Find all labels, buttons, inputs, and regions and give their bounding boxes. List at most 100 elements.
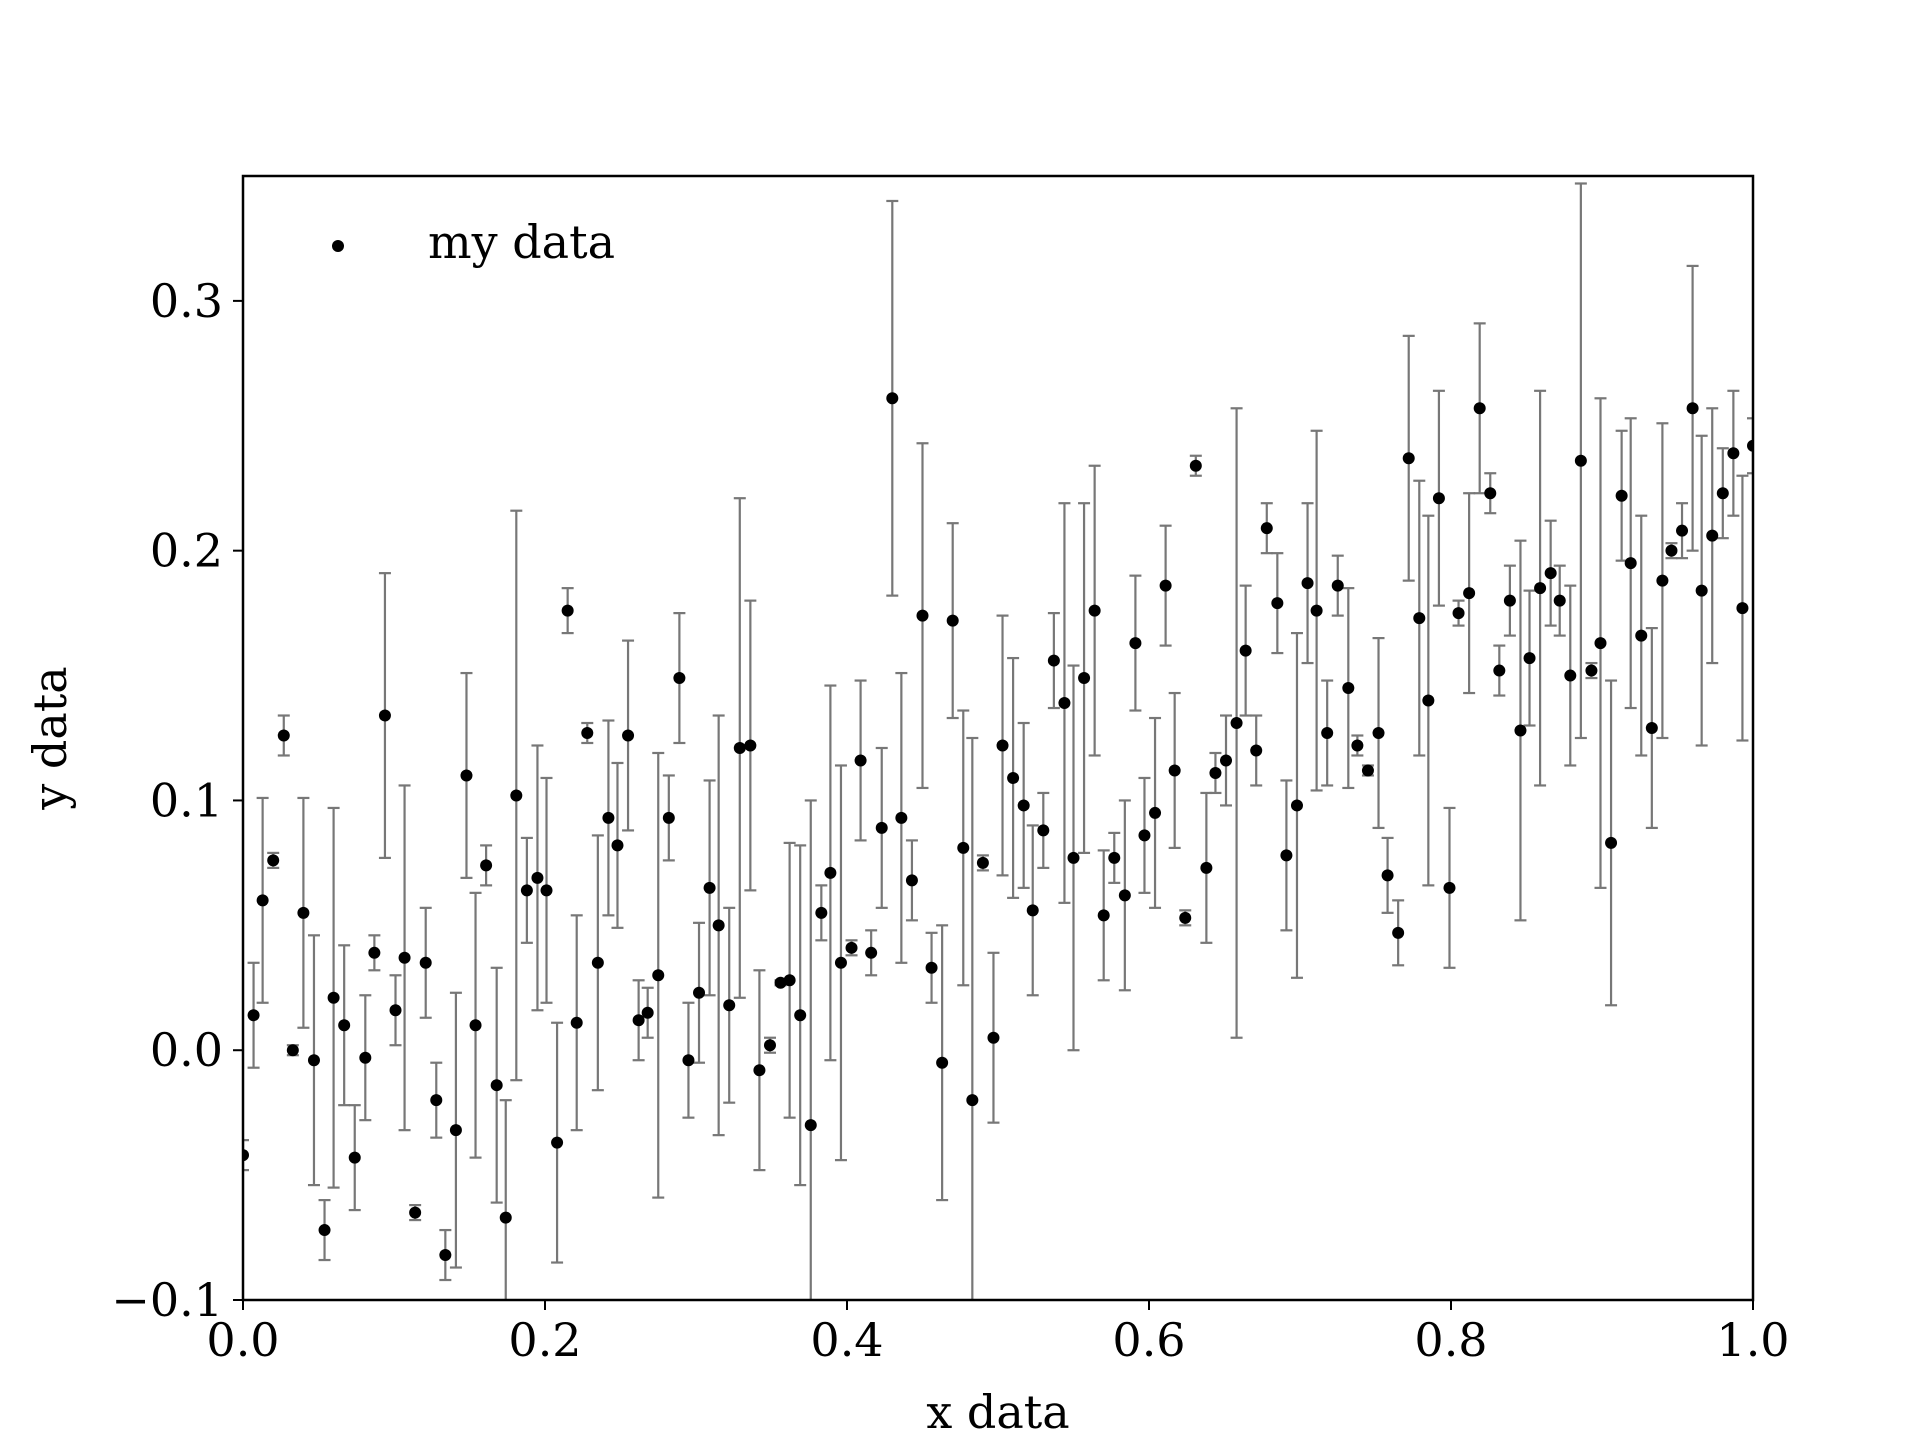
data-point bbox=[925, 961, 938, 974]
data-point bbox=[1321, 727, 1334, 740]
data-point bbox=[1301, 577, 1314, 590]
data-point bbox=[247, 1009, 260, 1022]
data-point bbox=[1484, 487, 1497, 500]
data-point bbox=[815, 906, 828, 919]
data-point bbox=[419, 956, 432, 969]
data-point bbox=[1665, 544, 1678, 557]
x-axis-ticks: 0.0 0.2 0.4 0.6 0.8 1.0 bbox=[206, 1300, 1790, 1367]
data-point bbox=[641, 1006, 654, 1019]
data-point bbox=[1695, 584, 1708, 597]
y-axis-ticks: −0.1 0.0 0.1 0.2 0.3 bbox=[111, 274, 243, 1327]
data-point bbox=[1361, 764, 1374, 777]
y-tick-label: 0.1 bbox=[150, 773, 223, 827]
data-point bbox=[774, 976, 787, 989]
data-point bbox=[1220, 754, 1233, 767]
data-point bbox=[1168, 764, 1181, 777]
data-point bbox=[480, 859, 493, 872]
data-point bbox=[957, 841, 970, 854]
data-point bbox=[1686, 402, 1699, 415]
data-point bbox=[1413, 612, 1426, 625]
data-point bbox=[703, 881, 716, 894]
data-point bbox=[1271, 597, 1284, 610]
data-point bbox=[693, 986, 706, 999]
data-point bbox=[1392, 926, 1405, 939]
data-point bbox=[1534, 582, 1547, 595]
data-point bbox=[1118, 889, 1131, 902]
data-point bbox=[327, 991, 340, 1004]
data-point bbox=[946, 614, 959, 627]
data-point bbox=[307, 1054, 320, 1067]
data-point bbox=[1594, 637, 1607, 650]
data-point bbox=[753, 1064, 766, 1077]
data-point bbox=[1615, 489, 1628, 502]
data-point bbox=[875, 821, 888, 834]
data-point bbox=[1290, 799, 1303, 812]
data-point bbox=[551, 1136, 564, 1149]
data-point bbox=[1432, 492, 1445, 505]
data-point bbox=[581, 727, 594, 740]
data-point bbox=[1503, 594, 1516, 607]
data-point bbox=[1239, 644, 1252, 657]
y-tick-label: 0.2 bbox=[150, 524, 223, 578]
data-point bbox=[723, 999, 736, 1012]
data-point bbox=[1331, 579, 1344, 592]
data-point bbox=[1473, 402, 1486, 415]
data-point bbox=[1656, 574, 1669, 587]
data-point bbox=[1493, 664, 1506, 677]
data-point bbox=[1553, 594, 1566, 607]
data-point bbox=[824, 866, 837, 879]
data-point bbox=[499, 1211, 512, 1224]
data-point bbox=[267, 854, 280, 867]
data-point bbox=[1058, 697, 1071, 710]
data-point bbox=[439, 1249, 452, 1262]
data-point bbox=[1189, 459, 1202, 472]
data-point bbox=[1310, 604, 1323, 617]
data-point bbox=[1635, 629, 1648, 642]
data-point bbox=[1523, 652, 1536, 665]
data-point bbox=[632, 1014, 645, 1027]
errorbar bbox=[1747, 417, 1753, 475]
data-point bbox=[966, 1094, 979, 1107]
data-point bbox=[368, 946, 381, 959]
x-tick-label: 0.8 bbox=[1414, 1313, 1487, 1367]
data-point bbox=[611, 839, 624, 852]
x-axis-label: x data bbox=[926, 1385, 1069, 1439]
data-point bbox=[1250, 744, 1263, 757]
data-point bbox=[1727, 447, 1740, 460]
data-point bbox=[1037, 824, 1050, 837]
data-point bbox=[243, 1149, 249, 1162]
data-point bbox=[602, 811, 615, 824]
data-point bbox=[1381, 869, 1394, 882]
data-point bbox=[804, 1119, 817, 1132]
data-point bbox=[1372, 727, 1385, 740]
errorbar bbox=[243, 1139, 249, 1172]
data-point bbox=[1280, 849, 1293, 862]
data-point bbox=[976, 856, 989, 869]
data-point bbox=[591, 956, 604, 969]
data-point bbox=[733, 741, 746, 754]
data-point bbox=[1047, 654, 1060, 667]
data-point bbox=[398, 951, 411, 964]
x-tick-label: 0.0 bbox=[206, 1313, 279, 1367]
data-point bbox=[783, 974, 796, 987]
data-point bbox=[286, 1044, 299, 1057]
data-point bbox=[449, 1124, 462, 1137]
data-point bbox=[359, 1051, 372, 1064]
data-point bbox=[1452, 607, 1465, 620]
data-point bbox=[510, 789, 523, 802]
data-point bbox=[1230, 717, 1243, 730]
y-tick-label: 0.3 bbox=[150, 274, 223, 328]
y-tick-label: −0.1 bbox=[111, 1273, 223, 1327]
data-point bbox=[1544, 567, 1557, 580]
marker-layer bbox=[243, 392, 1753, 1262]
data-point bbox=[996, 739, 1009, 752]
data-point bbox=[570, 1016, 583, 1029]
data-point bbox=[1351, 739, 1364, 752]
data-point bbox=[460, 769, 473, 782]
data-point bbox=[1624, 557, 1637, 570]
plot-frame bbox=[241, 174, 1755, 1302]
data-point bbox=[662, 811, 675, 824]
data-point bbox=[895, 811, 908, 824]
